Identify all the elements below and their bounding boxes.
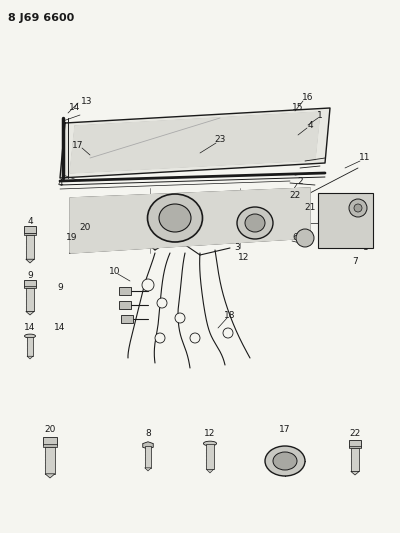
Bar [26, 235, 34, 259]
Ellipse shape [148, 194, 202, 242]
Bar [121, 315, 133, 323]
Bar [119, 287, 131, 295]
Text: 14: 14 [54, 324, 66, 333]
Text: 1: 1 [317, 110, 323, 119]
Bar [24, 226, 36, 233]
Ellipse shape [237, 207, 273, 239]
Text: 11: 11 [359, 154, 371, 163]
Text: 4: 4 [27, 216, 33, 225]
Bar [24, 280, 36, 287]
Bar [349, 440, 361, 447]
Text: 10: 10 [109, 266, 121, 276]
Text: 3: 3 [234, 244, 240, 253]
Ellipse shape [24, 334, 36, 338]
Bar [119, 301, 131, 309]
Polygon shape [26, 311, 34, 315]
Text: 4: 4 [307, 120, 313, 130]
Text: 12: 12 [204, 429, 216, 438]
Polygon shape [70, 112, 320, 173]
Text: 17: 17 [279, 425, 291, 434]
Text: 21: 21 [304, 204, 316, 213]
Bar [24, 232, 36, 235]
Text: 18: 18 [224, 311, 236, 319]
Ellipse shape [273, 452, 297, 470]
Polygon shape [206, 470, 214, 473]
Ellipse shape [245, 214, 265, 232]
Polygon shape [26, 259, 34, 263]
Text: 20: 20 [44, 425, 56, 434]
Text: 5: 5 [339, 193, 345, 203]
Polygon shape [351, 471, 359, 475]
Text: 12: 12 [238, 254, 250, 262]
Text: 9: 9 [57, 284, 63, 293]
Bar [206, 444, 214, 470]
Bar [318, 193, 373, 248]
Circle shape [190, 333, 200, 343]
Ellipse shape [265, 446, 305, 476]
Text: 7: 7 [352, 256, 358, 265]
Text: 2: 2 [297, 176, 303, 185]
Text: 19: 19 [66, 232, 78, 241]
Bar [43, 437, 57, 445]
Text: 23: 23 [214, 135, 226, 144]
Circle shape [142, 279, 154, 291]
Polygon shape [143, 442, 153, 449]
Polygon shape [70, 188, 310, 253]
Text: 22: 22 [289, 190, 301, 199]
Text: 20: 20 [79, 223, 91, 232]
Text: 24: 24 [354, 198, 366, 207]
Circle shape [296, 229, 314, 247]
Circle shape [223, 328, 233, 338]
Bar [43, 445, 57, 447]
Polygon shape [27, 356, 33, 359]
Circle shape [155, 333, 165, 343]
Bar [145, 446, 151, 468]
Text: 8: 8 [145, 430, 151, 439]
Circle shape [157, 298, 167, 308]
Bar [351, 448, 359, 471]
Text: 6: 6 [292, 233, 298, 243]
Bar [45, 447, 55, 474]
Text: 17: 17 [72, 141, 84, 149]
Bar [349, 446, 361, 448]
Polygon shape [60, 108, 330, 178]
Bar [26, 288, 34, 311]
Text: 14: 14 [24, 324, 36, 333]
Circle shape [349, 199, 367, 217]
Text: 4: 4 [57, 179, 63, 188]
Text: 8 J69 6600: 8 J69 6600 [8, 13, 74, 23]
Circle shape [175, 313, 185, 323]
Circle shape [354, 204, 362, 212]
Text: 14: 14 [69, 103, 81, 112]
Text: 8: 8 [362, 244, 368, 253]
Text: 13: 13 [81, 96, 93, 106]
Text: 9: 9 [27, 271, 33, 279]
Bar [27, 337, 33, 356]
Polygon shape [45, 474, 55, 478]
Ellipse shape [204, 441, 217, 446]
Text: 22: 22 [349, 430, 361, 439]
Text: 15: 15 [292, 103, 304, 112]
Bar [24, 286, 36, 288]
Polygon shape [145, 468, 151, 471]
Text: 16: 16 [302, 93, 314, 102]
Text: 9: 9 [342, 233, 348, 243]
Ellipse shape [159, 204, 191, 232]
